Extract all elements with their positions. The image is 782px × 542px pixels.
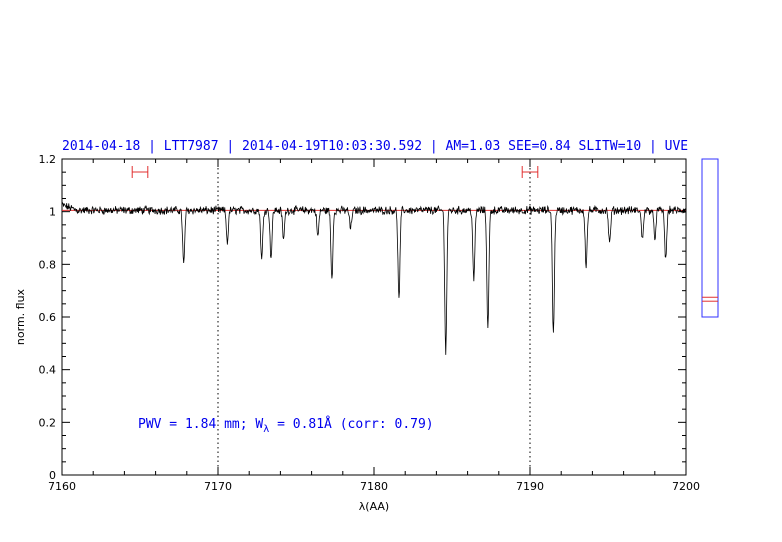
y-tick-label: 0 [49, 469, 56, 482]
y-tick-label: 1.2 [39, 153, 57, 166]
reference-lines [217, 159, 531, 475]
x-tick-label: 7160 [48, 480, 76, 493]
annotation-subscript: λ [263, 424, 269, 435]
y-tick-label: 1 [49, 206, 56, 219]
x-axis-label: λ(AA) [359, 500, 389, 513]
y-axis-ticks: 0 0.2 0.4 0.6 0.8 1 1.2 [39, 153, 686, 482]
y-axis-label: norm. flux [14, 288, 27, 345]
x-tick-label: 7200 [672, 480, 700, 493]
annotation-suffix: = 0.81Å (corr: 0.79) [269, 416, 433, 432]
y-tick-label: 0.2 [39, 416, 57, 429]
y-tick-label: 0.4 [39, 364, 57, 377]
annotation-prefix: PWV = 1.84 mm; W [138, 417, 263, 432]
continuum-intervals [131, 166, 539, 178]
x-tick-label: 7170 [204, 480, 232, 493]
x-axis-ticks: 7160 7170 7180 7190 7200 [48, 159, 700, 493]
y-tick-label: 0.8 [39, 258, 57, 271]
x-tick-label: 7180 [360, 480, 388, 493]
side-panel-box [701, 158, 719, 318]
plot-area: 7160 7170 7180 7190 7200 0 0.2 0.4 0.6 0.8 1 1.2 [39, 153, 701, 493]
y-tick-label: 0.6 [39, 311, 57, 324]
pwv-annotation: PWV = 1.84 mm; Wλ = 0.81Å (corr: 0.79) [138, 416, 434, 435]
series-spectrum-line [61, 201, 687, 355]
x-tick-label: 7190 [516, 480, 544, 493]
side-panel [701, 158, 719, 318]
chart-title: 2014-04-18 | LTT7987 | 2014-04-19T10:03:… [62, 139, 688, 154]
